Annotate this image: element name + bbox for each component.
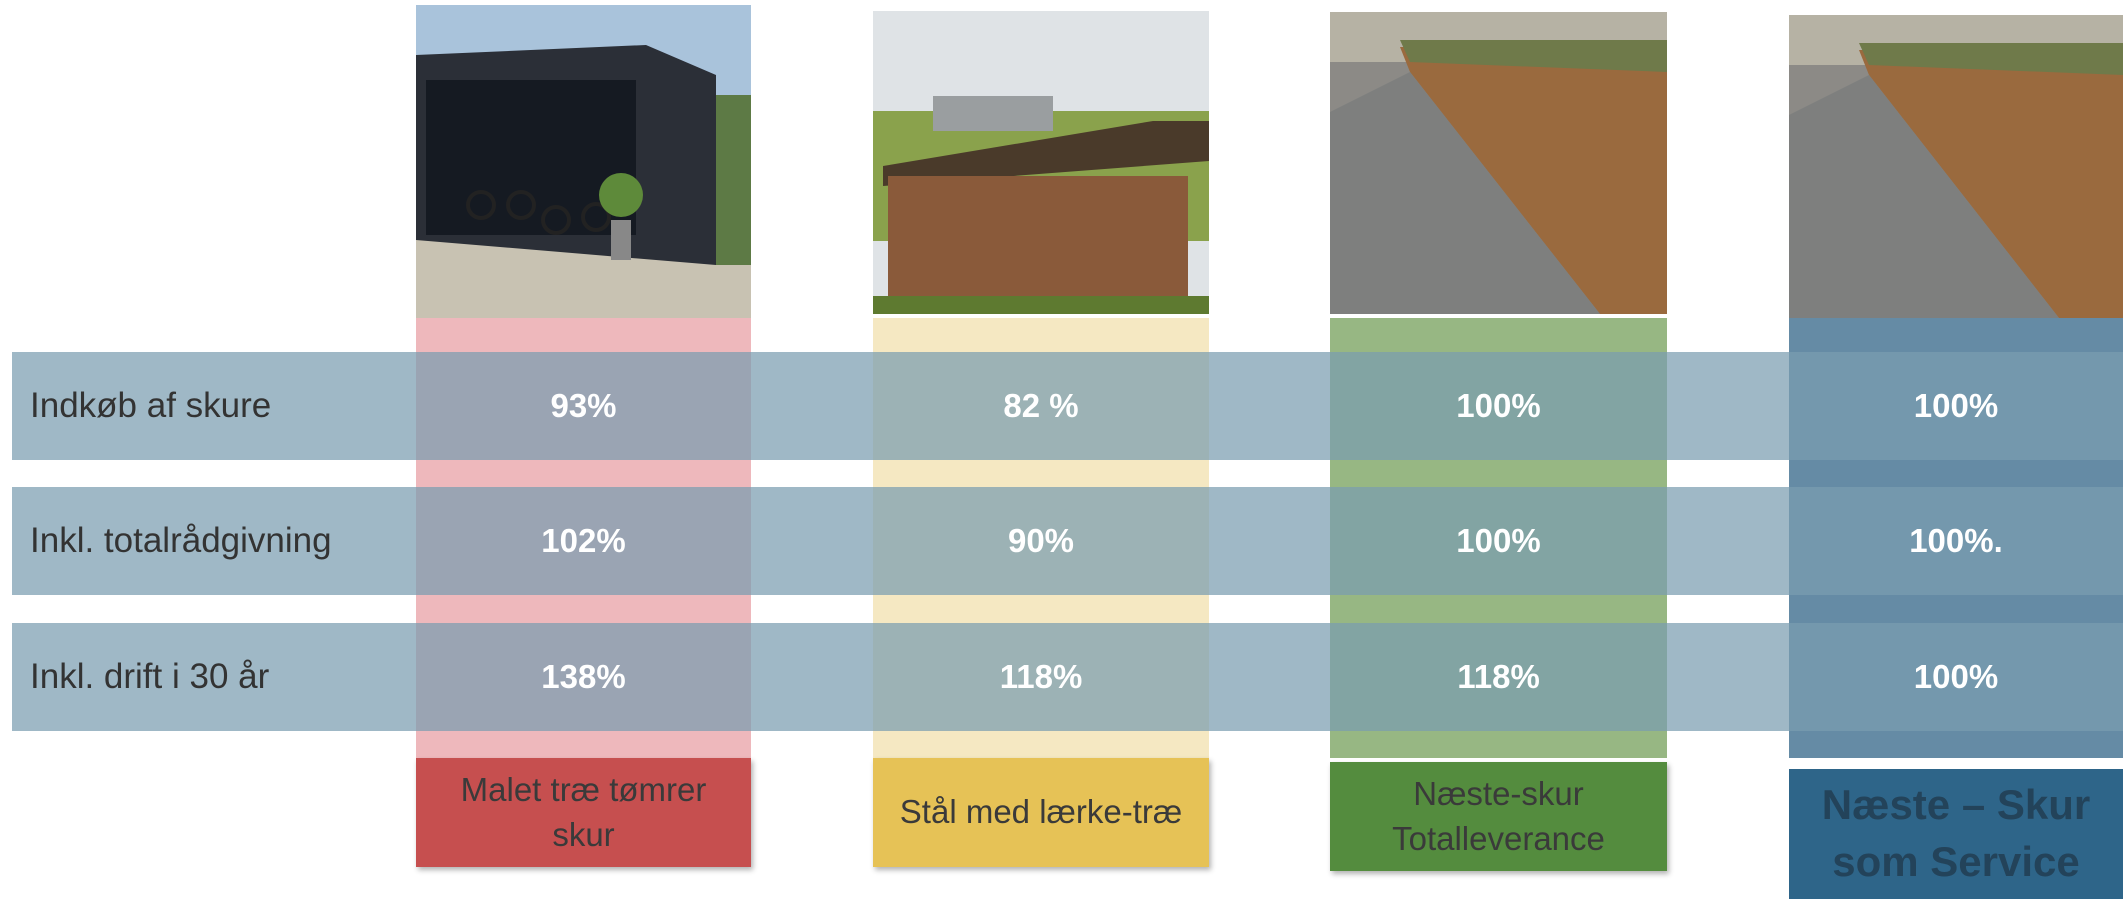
cell-value: 118%	[999, 658, 1083, 695]
row-band	[12, 352, 2123, 460]
column-label: Stål med lærke-træ	[873, 758, 1209, 867]
cell-value: 100%	[1456, 522, 1541, 559]
cell-value: 93%	[550, 387, 617, 424]
cell-value: 138%	[541, 658, 626, 695]
photo	[1330, 12, 1667, 314]
column-label: Næste-skur Totalleverance	[1330, 762, 1667, 871]
row-label: Inkl. drift i 30 år	[30, 657, 270, 696]
column-label: Næste – Skur som Service	[1789, 769, 2123, 899]
cell-value: 100%	[1913, 387, 1999, 424]
row-band	[12, 623, 2123, 731]
photo	[416, 5, 751, 318]
photo	[1789, 15, 2123, 318]
cell-value: 100%	[1913, 658, 1999, 695]
cell-value: 102%	[541, 522, 626, 559]
row-band	[12, 487, 2123, 595]
column-label: Malet træ tømrer skur	[416, 758, 751, 867]
row-label: Indkøb af skure	[30, 386, 272, 425]
cell-value: 82 %	[1003, 387, 1079, 424]
row-label: Inkl. totalrådgivning	[30, 521, 332, 560]
cell-value: 100%.	[1909, 522, 2003, 559]
cell-value: 90%	[1007, 522, 1075, 559]
cell-value: 118%	[1457, 658, 1540, 695]
photo	[873, 11, 1209, 314]
cell-value: 100%	[1456, 387, 1541, 424]
